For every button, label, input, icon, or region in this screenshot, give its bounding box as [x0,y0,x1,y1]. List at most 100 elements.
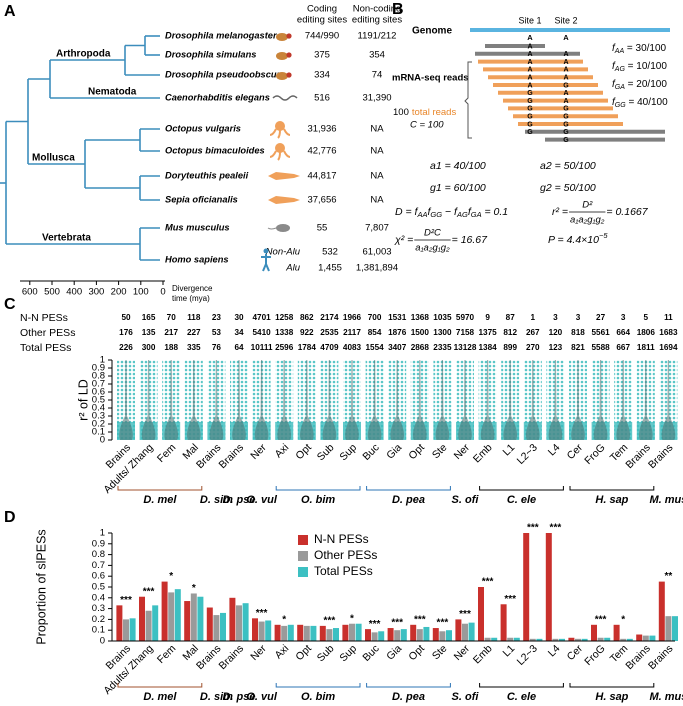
species-name: Octopus bimaculoides [165,145,265,155]
count-value: 3407 [388,343,407,352]
count-value: 30 [234,313,244,322]
violin-shape [661,360,676,440]
legend-swatch [298,567,308,577]
freq-sub: AG [614,66,626,73]
bar [161,581,168,641]
violin-shape [480,360,495,440]
bar [523,533,530,641]
bar [184,601,191,641]
category-label: Emb [471,642,495,666]
formula-part: GG [430,210,442,219]
violin-shape [277,360,292,440]
bar [545,533,552,641]
category-label: Brains [623,643,653,673]
count-value: 1531 [388,313,407,322]
count-value: 64 [234,343,244,352]
legend-label: Other PESs [314,548,377,562]
category-label: Axi [272,442,291,461]
formula-part: f [468,206,472,218]
species-name: Doryteuthis pealeii [165,170,249,180]
frequency: fGG = 40/100 [612,97,668,109]
violin-shape [435,360,450,440]
human-icon [263,248,269,254]
count-value: 5561 [591,328,610,337]
coding-sites: 516 [314,93,330,104]
coding-sites: 532 [322,247,338,258]
species-name: Octopus vulgaris [165,123,241,133]
count-value: 5410 [252,328,271,337]
read-base: A [563,90,568,97]
total-count: 100 [393,107,409,118]
y-tick-label: 0.1 [92,427,105,438]
coding-sites: 37,656 [307,195,336,206]
bar [581,638,588,641]
bar [139,596,145,641]
violin-shape [458,360,472,440]
y-tick-label: 0.5 [92,582,105,593]
count-value: 1035 [433,313,452,322]
bar [423,626,430,641]
bar [484,637,491,641]
count-value: 335 [187,343,201,352]
fly-icon [276,72,288,80]
bar [455,619,462,641]
count-value: 120 [549,328,563,337]
category-label: Opt [293,442,314,463]
y-tick-label: 0.8 [92,549,105,560]
octopus-icon [269,128,291,139]
count-row-label: Other PESs [20,327,75,339]
significance: * [350,613,354,624]
group-label: D. mel [143,494,177,506]
total-reads: 100 total reads [393,107,456,118]
bar [242,603,249,641]
fly-icon [286,52,292,58]
category-label: Sup [337,441,359,463]
group-label: O. vul [246,494,278,506]
group-label: D. pea [392,494,425,506]
bar [636,634,643,641]
significance: *** [391,618,403,629]
violin-shape [345,360,359,440]
count-value: 2335 [433,343,452,352]
bar [439,631,446,641]
bar [152,605,159,641]
bar [559,638,565,641]
group-label: O. bim [301,494,335,506]
significance: * [192,583,196,594]
category-label: Buc [360,442,381,463]
bar [274,624,281,641]
significance: *** [459,609,471,620]
y-tick-label: 0.6 [92,571,105,582]
genome-base: A [563,33,569,42]
violin-shape [186,360,201,440]
human-icon [261,254,271,272]
category-label: Fem [155,642,179,666]
group-label: S. ofi [452,691,480,703]
category-label: Ner [248,441,269,462]
violin-shape [322,360,337,440]
read-base: A [527,43,532,50]
species-name: Drosophila melanogaster [165,30,278,40]
time-tick-label: 300 [88,287,104,298]
bar [310,625,317,641]
bar [432,628,439,641]
bar [349,623,355,641]
group-label: O. vul [246,691,278,703]
count-value: 664 [616,328,630,337]
site-label: Site 1 [518,15,541,25]
bar [626,638,633,641]
bar [371,632,378,641]
count-value: 922 [300,328,314,337]
freq-sub: GG [615,102,626,109]
row-label: Non-Alu [266,247,301,258]
count-value: 2535 [320,328,339,337]
count-row-label: Total PESs [20,342,71,354]
read-base: A [527,75,532,82]
violin-shape [638,360,653,440]
formula-part: −5 [599,231,608,240]
count-value: 1258 [275,313,294,322]
y-axis-title: r² of LD [76,379,90,421]
violin-shape [164,360,179,440]
bar [672,616,678,641]
